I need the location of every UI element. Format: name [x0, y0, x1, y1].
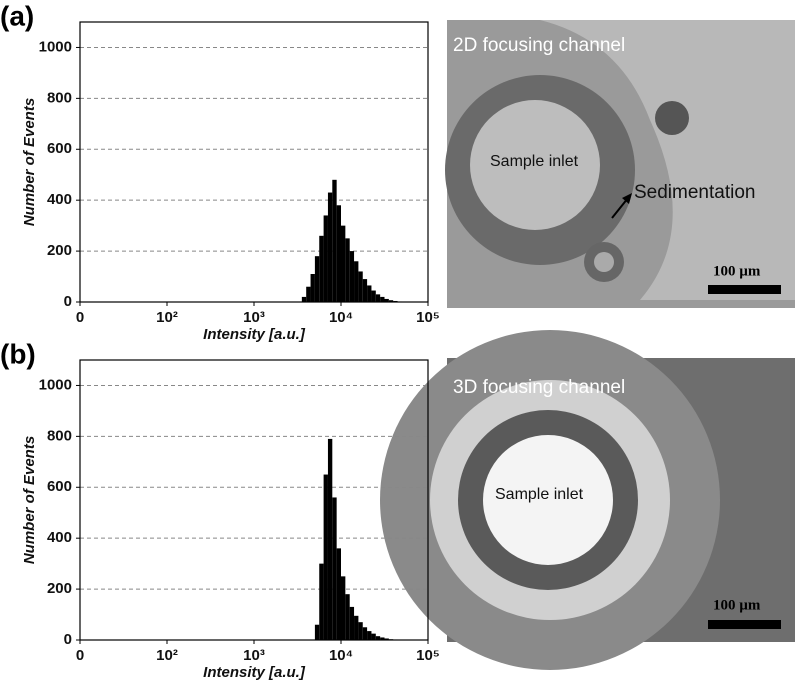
bar: [328, 193, 332, 302]
bar: [363, 627, 367, 640]
y-tick-label: 0: [64, 293, 72, 310]
bar: [337, 205, 341, 302]
image-annotation: Sample inlet: [495, 486, 584, 503]
bar: [371, 634, 375, 640]
y-axis-label: Number of Events: [21, 98, 38, 226]
scale-bar-label: 100 µm: [713, 263, 761, 279]
bar: [324, 475, 328, 640]
x-tick-label: 0: [76, 647, 84, 664]
bar: [337, 548, 341, 640]
y-tick-label: 600: [47, 140, 72, 157]
bar: [332, 497, 336, 640]
bar: [306, 287, 310, 302]
plot-frame: [80, 22, 428, 302]
bar: [367, 285, 371, 302]
y-tick-label: 200: [47, 580, 72, 597]
bar: [350, 251, 354, 302]
scale-bar-label: 100 µm: [713, 597, 761, 613]
plot-frame: [80, 360, 428, 640]
bar: [354, 261, 358, 302]
image-annotation: Sample inlet: [490, 153, 579, 170]
bar: [302, 297, 306, 302]
bar: [363, 279, 367, 302]
bar: [315, 256, 319, 302]
bar: [350, 607, 354, 640]
bar: [341, 576, 345, 640]
bar: [319, 236, 323, 302]
micrograph: 3D focusing channel Sample inlet 100 µm: [380, 330, 795, 670]
y-tick-label: 0: [64, 631, 72, 648]
y-tick-label: 400: [47, 529, 72, 546]
bar: [328, 439, 332, 640]
x-tick-label: 10⁴: [329, 647, 353, 664]
bar: [358, 622, 362, 640]
bar: [345, 238, 349, 302]
bar: [311, 274, 315, 302]
y-tick-label: 1000: [39, 376, 72, 393]
image-title: 2D focusing channel: [453, 35, 625, 56]
bar: [345, 594, 349, 640]
panel-label: (b): [0, 338, 36, 369]
x-tick-label: 10⁵: [416, 647, 440, 664]
bar: [332, 180, 336, 302]
x-tick-label: 10³: [243, 647, 265, 664]
y-tick-label: 200: [47, 242, 72, 259]
y-tick-label: 400: [47, 191, 72, 208]
image-annotation: Sedimentation: [634, 182, 755, 203]
x-tick-label: 10⁴: [329, 309, 353, 326]
bar: [341, 226, 345, 302]
x-axis-label: Intensity [a.u.]: [203, 326, 306, 343]
bar: [358, 271, 362, 302]
x-axis-label: Intensity [a.u.]: [203, 664, 306, 681]
x-tick-label: 10³: [243, 309, 265, 326]
y-axis-label: Number of Events: [21, 436, 38, 564]
bar: [380, 297, 384, 302]
x-tick-label: 10²: [156, 309, 178, 326]
x-tick-label: 0: [76, 309, 84, 326]
bar: [367, 631, 371, 640]
image-title: 3D focusing channel: [453, 377, 625, 398]
x-tick-label: 10²: [156, 647, 178, 664]
micrograph: 2D focusing channel Sample inlet Sedimen…: [445, 20, 795, 308]
y-tick-label: 800: [47, 427, 72, 444]
y-tick-label: 1000: [39, 38, 72, 55]
bar: [315, 625, 319, 640]
y-tick-label: 600: [47, 478, 72, 495]
bar: [324, 215, 328, 302]
bar: [371, 291, 375, 302]
bar: [354, 616, 358, 640]
y-tick-label: 800: [47, 89, 72, 106]
panel-label: (a): [0, 0, 34, 31]
x-tick-label: 10⁵: [416, 309, 440, 326]
bar: [319, 564, 323, 640]
bar: [376, 294, 380, 302]
